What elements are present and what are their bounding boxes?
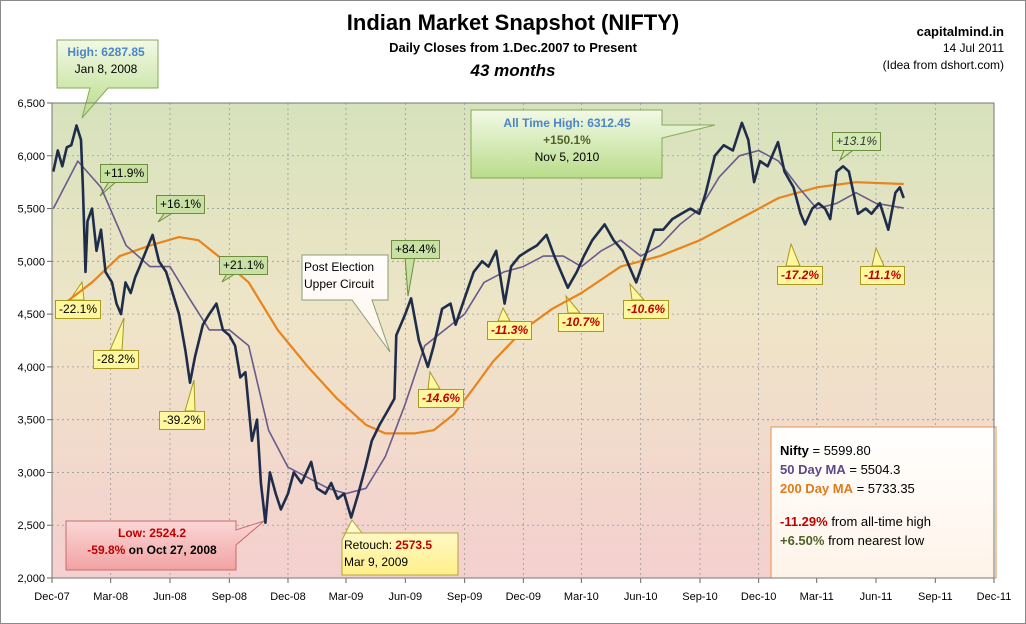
tag-neg-10-7: -10.7% <box>558 313 605 332</box>
ath-callout-date: Nov 5, 2010 <box>534 150 600 164</box>
election-callout-bubble <box>301 254 391 353</box>
x-tick-label: Mar-09 <box>329 591 364 603</box>
summary-from-low-value: +6.50% <box>780 533 825 548</box>
ma200-line <box>63 181 904 435</box>
x-tick-label: Jun-10 <box>624 591 658 603</box>
retouch-value: 2573.5 <box>395 538 433 552</box>
x-tick-label: Jun-09 <box>389 591 423 603</box>
chart-subtitle: Daily Closes from 1.Dec.2007 to Present <box>389 40 637 55</box>
low-callout-bubble <box>65 520 265 571</box>
ath-callout: All Time High: 6312.45 +150.1% Nov 5, 20… <box>476 115 658 166</box>
tag-neg-28-2: -28.2% <box>93 350 140 369</box>
x-tick-label: Mar-11 <box>800 591 834 603</box>
high-callout-date: Jan 8, 2008 <box>74 62 138 76</box>
summary-ma50-label: 50 Day MA <box>780 462 846 477</box>
summary-box: Nifty = 5599.80 50 Day MA = 5504.3 200 D… <box>780 441 931 550</box>
tag-neg-39-2: -39.2% <box>159 411 206 430</box>
summary-nifty-value: = 5599.80 <box>808 443 871 458</box>
summary-box-frame <box>770 426 997 579</box>
plot-border <box>51 102 995 579</box>
retouch-label: Retouch: <box>344 538 396 552</box>
source-date: 14 Jul 2011 <box>942 41 1004 55</box>
ath-callout-pct: +150.1% <box>543 133 591 147</box>
x-tick-label: Mar-10 <box>564 591 599 603</box>
low-callout-title: Low: 2524.2 <box>117 526 187 540</box>
chart-period: 43 months <box>470 61 556 80</box>
retouch-date: Mar 9, 2009 <box>344 555 409 569</box>
election-line1: Post Election <box>304 260 375 274</box>
y-tick-label: 4,000 <box>17 362 45 374</box>
x-tick-label: Dec-08 <box>270 591 305 603</box>
x-tick-label: Sep-10 <box>682 591 717 603</box>
ath-callout-title: All Time High: 6312.45 <box>503 116 631 130</box>
tag-pos-21-1: +21.1% <box>219 256 269 275</box>
tag-pos-16-1: +16.1% <box>156 195 206 214</box>
summary-from-high-text: from all-time high <box>827 514 932 529</box>
retouch-callout: Retouch: 2573.5 Mar 9, 2009 <box>344 537 456 571</box>
y-tick-label: 6,000 <box>17 151 45 163</box>
election-callout: Post Election Upper Circuit <box>304 259 388 293</box>
x-tick-label: Dec-10 <box>741 591 776 603</box>
summary-from-high-value: -11.29% <box>780 514 828 529</box>
tag-neg-17-2: -17.2% <box>777 266 824 285</box>
low-callout-date: on Oct 27, 2008 <box>125 543 217 557</box>
x-tick-label: Sep-09 <box>447 591 482 603</box>
low-callout: Low: 2524.2 -59.8% on Oct 27, 2008 <box>68 525 236 559</box>
y-tick-label: 4,500 <box>17 309 45 321</box>
ath-callout-bubble <box>470 109 716 179</box>
x-tick-label: Jun-08 <box>153 591 187 603</box>
source-credit: (Idea from dshort.com) <box>882 58 1004 72</box>
tag-pos-13-1: +13.1% <box>832 132 882 151</box>
high-callout-title: High: 6287.85 <box>67 45 145 59</box>
summary-nifty-label: Nifty <box>780 443 809 458</box>
y-tick-label: 2,500 <box>17 520 45 532</box>
x-tick-label: Sep-11 <box>918 591 953 603</box>
y-tick-label: 2,000 <box>17 573 45 585</box>
election-line2: Upper Circuit <box>304 277 375 291</box>
y-tick-label: 3,000 <box>17 467 45 479</box>
y-tick-label: 5,000 <box>17 256 45 268</box>
x-tick-label: Dec-09 <box>506 591 541 603</box>
tag-pos-11-9: +11.9% <box>100 164 149 183</box>
tag-neg-11-3: -11.3% <box>487 321 533 340</box>
tag-pos-84-4: +84.4% <box>391 240 441 259</box>
x-tick-label: Mar-08 <box>93 591 128 603</box>
x-tick-label: Sep-08 <box>212 591 247 603</box>
tag-neg-14-6: -14.6% <box>418 389 465 408</box>
x-tick-label: Dec-11 <box>977 591 1012 603</box>
ma50-line <box>52 149 904 495</box>
summary-ma200-value: = 5733.35 <box>852 481 915 496</box>
y-tick-label: 3,500 <box>17 415 45 427</box>
tag-neg-22-1: -22.1% <box>55 300 102 319</box>
y-tick-label: 6,500 <box>17 98 45 110</box>
retouch-callout-bubble <box>341 519 459 576</box>
summary-ma50-value: = 5504.3 <box>845 462 901 477</box>
low-callout-pct: -59.8% <box>87 543 126 557</box>
chart-title: Indian Market Snapshot (NIFTY) <box>346 10 680 35</box>
summary-from-low-text: from nearest low <box>824 533 925 548</box>
nifty-line <box>52 121 905 524</box>
tag-neg-10-6: -10.6% <box>623 300 670 319</box>
high-callout: High: 6287.85 Jan 8, 2008 <box>58 44 154 78</box>
tag-neg-11-1: -11.1% <box>860 266 906 285</box>
source-site: capitalmind.in <box>916 24 1004 39</box>
y-tick-label: 5,500 <box>17 204 45 216</box>
x-tick-label: Jun-11 <box>860 591 893 603</box>
x-tick-label: Dec-07 <box>34 591 69 603</box>
summary-ma200-label: 200 Day MA <box>780 481 853 496</box>
